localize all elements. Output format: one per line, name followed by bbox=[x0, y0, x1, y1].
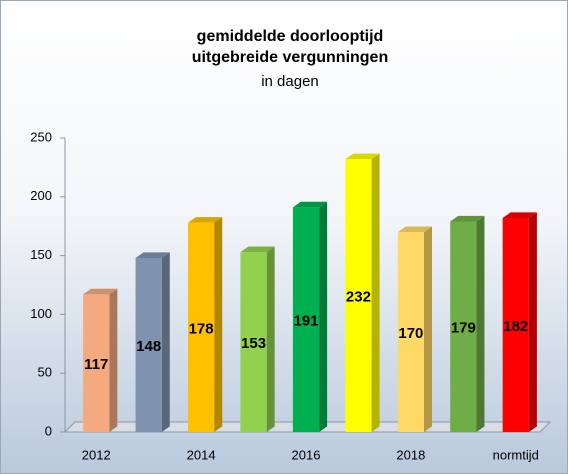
bar-top bbox=[292, 201, 328, 208]
chart-subtitle: uitgebreide vergunningen bbox=[192, 49, 388, 66]
bar-side bbox=[266, 246, 275, 432]
bar-top bbox=[502, 212, 537, 218]
bar-top bbox=[397, 226, 432, 233]
y-tick-label: 100 bbox=[30, 306, 52, 321]
bar-side bbox=[371, 153, 380, 432]
bar-side bbox=[109, 288, 118, 432]
bar-side bbox=[476, 215, 485, 432]
bar bbox=[502, 217, 529, 432]
bar-side bbox=[214, 217, 223, 432]
chart-title: gemiddelde doorlooptijd bbox=[197, 28, 384, 45]
data-label: 232 bbox=[346, 289, 371, 306]
bar bbox=[135, 257, 162, 432]
x-tick-label: 2016 bbox=[292, 447, 321, 462]
x-tick-label: 2012 bbox=[82, 447, 111, 462]
bar bbox=[397, 232, 424, 432]
y-tick-label: 150 bbox=[30, 247, 52, 262]
bar-top bbox=[83, 288, 118, 295]
bar-top bbox=[450, 215, 485, 222]
bar bbox=[188, 222, 215, 432]
bar bbox=[292, 207, 320, 432]
y-tick-label: 250 bbox=[30, 129, 52, 144]
data-label: 117 bbox=[84, 356, 108, 373]
bar-top bbox=[345, 153, 380, 160]
data-label: 191 bbox=[293, 313, 318, 330]
bar-side bbox=[161, 252, 170, 432]
unit-label: in dagen bbox=[261, 73, 319, 90]
bar bbox=[83, 294, 110, 432]
bar bbox=[240, 252, 267, 432]
data-label: 179 bbox=[451, 320, 476, 337]
data-label: 182 bbox=[503, 318, 528, 335]
data-label: 170 bbox=[398, 325, 423, 342]
y-tick-label: 200 bbox=[30, 188, 52, 203]
y-tick-label: 0 bbox=[45, 423, 52, 438]
data-label: 178 bbox=[189, 320, 214, 337]
bar-side bbox=[528, 212, 537, 432]
x-tick-label: 2018 bbox=[396, 447, 425, 462]
bar-side bbox=[424, 226, 432, 432]
y-tick-label: 50 bbox=[38, 365, 52, 380]
bar-top bbox=[240, 246, 275, 253]
bar-top bbox=[135, 252, 170, 258]
data-label: 153 bbox=[241, 335, 266, 352]
bar bbox=[450, 221, 477, 432]
bar-side bbox=[319, 201, 328, 432]
x-tick-label: normtijd bbox=[493, 447, 539, 462]
data-label: 148 bbox=[136, 338, 161, 355]
bar bbox=[345, 159, 372, 432]
bar-top bbox=[188, 217, 223, 223]
x-tick-label: 2014 bbox=[187, 447, 216, 462]
